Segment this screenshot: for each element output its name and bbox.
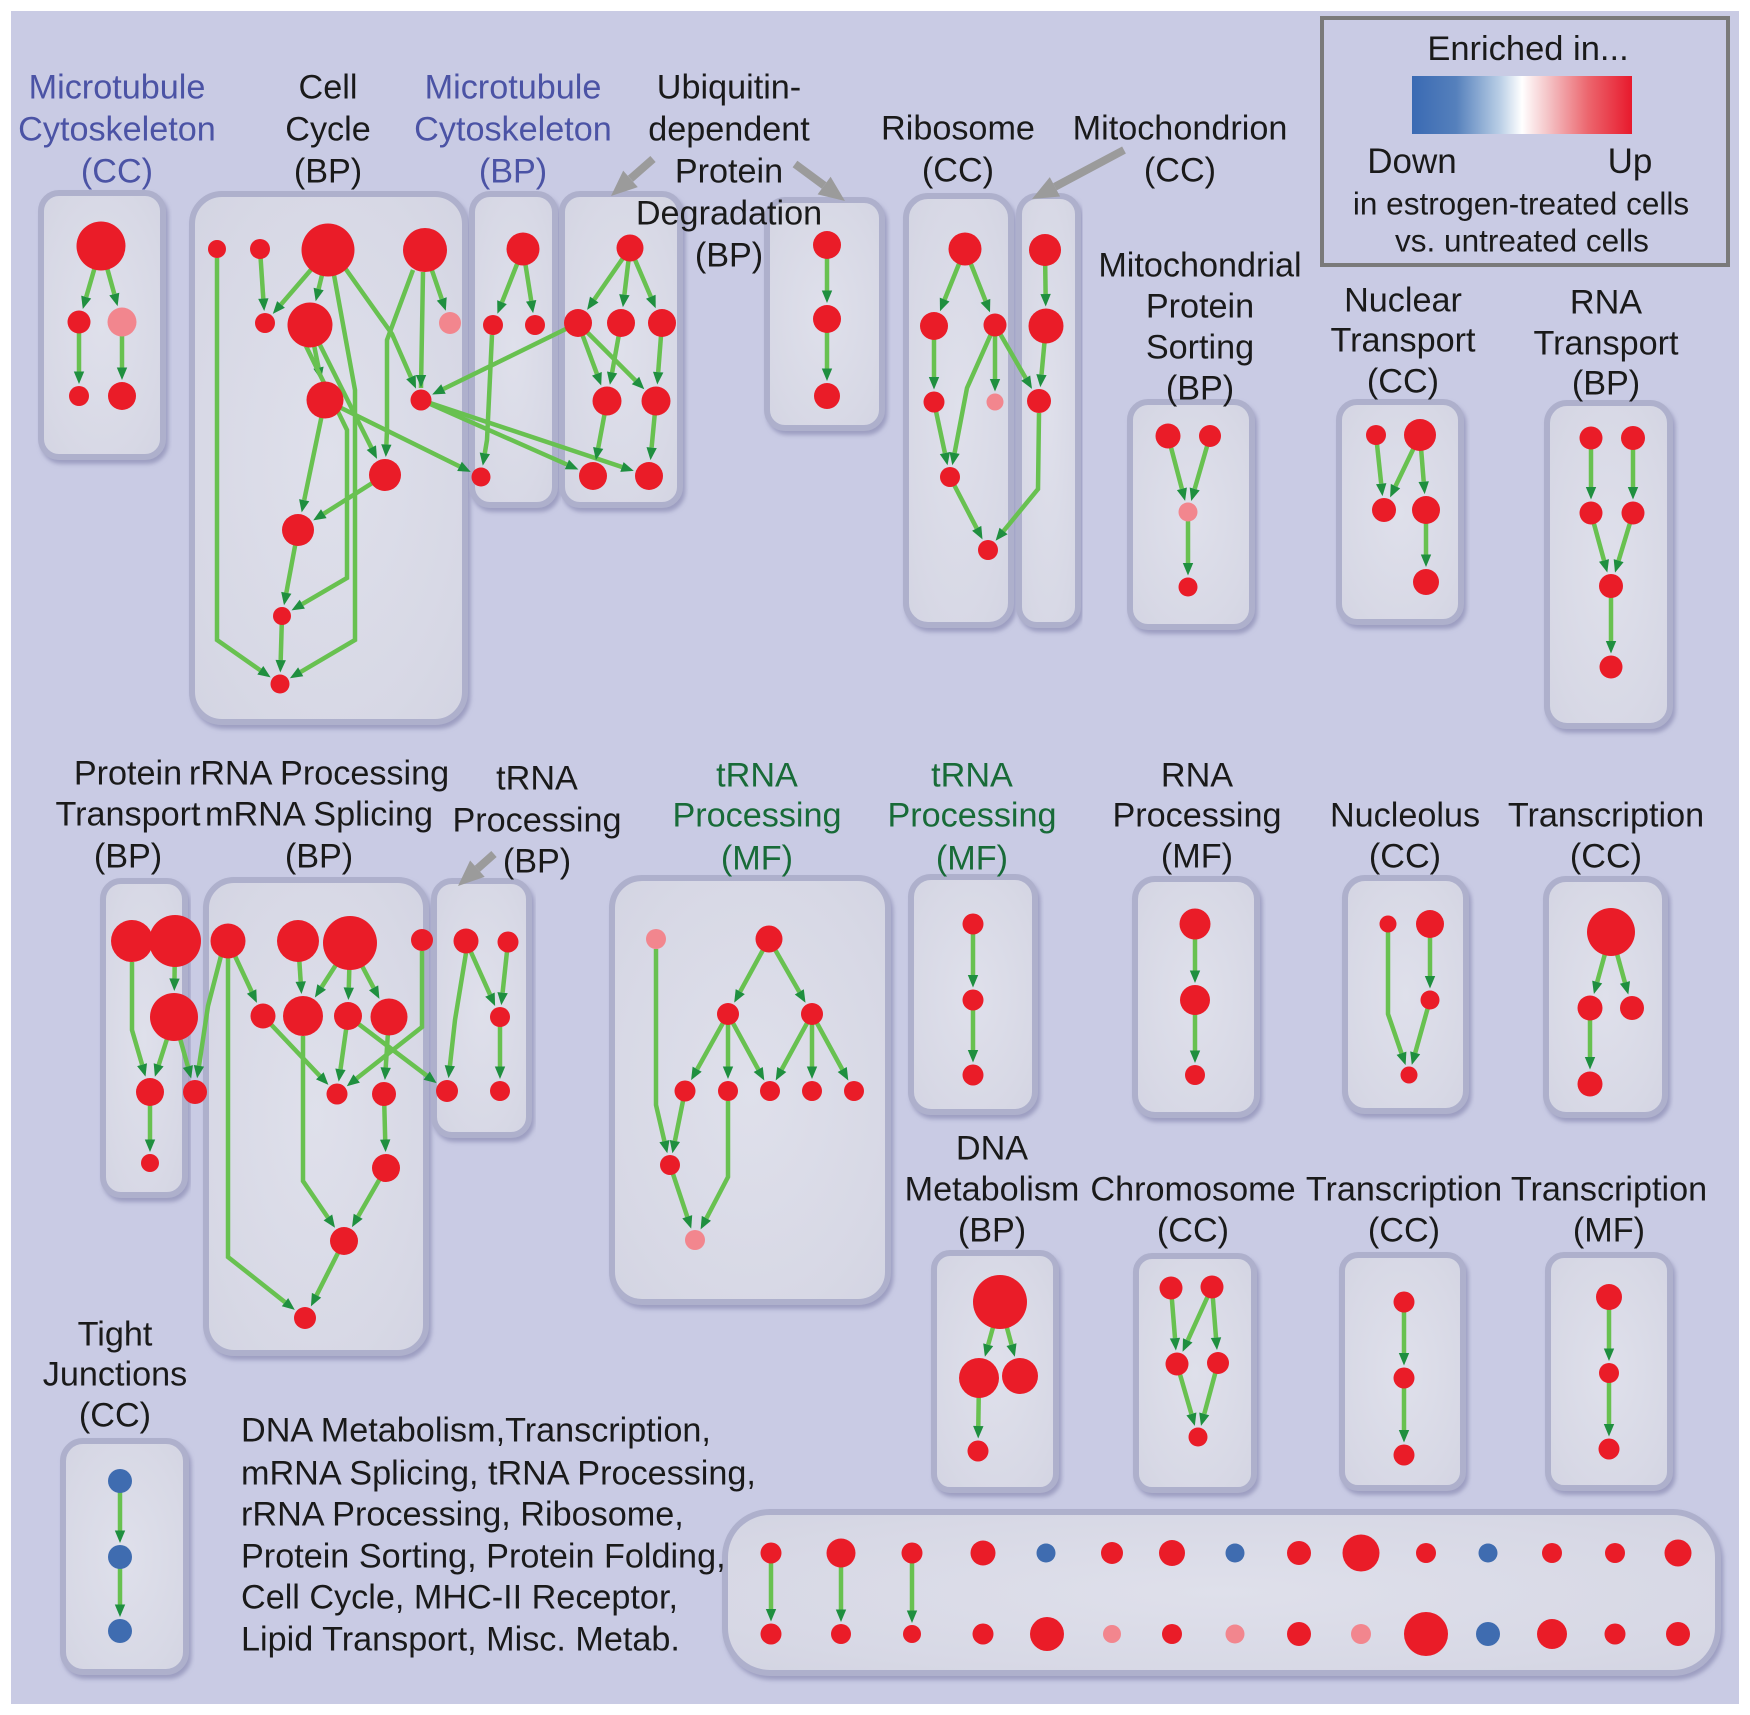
svg-text:(MF): (MF) (1161, 838, 1233, 876)
svg-text:(CC): (CC) (81, 153, 153, 191)
svg-text:Sorting: Sorting (1146, 329, 1254, 367)
svg-text:(BP): (BP) (958, 1212, 1026, 1250)
svg-text:Nuclear: Nuclear (1344, 282, 1462, 320)
svg-text:RNA: RNA (1570, 284, 1642, 322)
svg-text:(BP): (BP) (695, 237, 763, 275)
svg-text:(CC): (CC) (1570, 838, 1642, 876)
svg-text:(CC): (CC) (1369, 838, 1441, 876)
svg-text:RNA: RNA (1161, 757, 1233, 795)
svg-text:Protein: Protein (1146, 288, 1254, 326)
svg-text:mRNA Splicing: mRNA Splicing (205, 796, 433, 834)
svg-text:(BP): (BP) (285, 838, 353, 876)
svg-text:Transport: Transport (55, 796, 201, 834)
svg-text:(BP): (BP) (1572, 365, 1640, 403)
svg-text:Mitochondrial: Mitochondrial (1098, 247, 1301, 285)
svg-text:(CC): (CC) (1157, 1212, 1229, 1250)
svg-text:tRNA: tRNA (931, 757, 1013, 795)
svg-text:Junctions: Junctions (43, 1356, 187, 1394)
svg-text:Chromosome: Chromosome (1090, 1171, 1295, 1209)
svg-text:rRNA Processing: rRNA Processing (189, 755, 449, 793)
svg-text:Protein Sorting, Protein Foldi: Protein Sorting, Protein Folding, (241, 1538, 726, 1576)
svg-text:Degradation: Degradation (636, 195, 822, 233)
svg-text:(BP): (BP) (94, 838, 162, 876)
svg-text:Cell: Cell (299, 69, 358, 107)
svg-text:Cell Cycle, MHC-II Receptor,: Cell Cycle, MHC-II Receptor, (241, 1579, 678, 1617)
svg-text:Transport: Transport (1330, 322, 1476, 360)
svg-text:(BP): (BP) (294, 153, 362, 191)
svg-text:Processing: Processing (452, 802, 621, 840)
svg-text:Transcription: Transcription (1511, 1171, 1707, 1209)
svg-text:Cytoskeleton: Cytoskeleton (18, 111, 216, 149)
svg-text:DNA Metabolism,Transcription,: DNA Metabolism,Transcription, (241, 1412, 711, 1450)
svg-text:(BP): (BP) (1166, 370, 1234, 408)
svg-text:(CC): (CC) (1367, 363, 1439, 401)
svg-text:DNA: DNA (956, 1130, 1028, 1168)
svg-text:Protein: Protein (74, 755, 182, 793)
svg-text:(BP): (BP) (503, 843, 571, 881)
svg-text:(CC): (CC) (1144, 152, 1216, 190)
svg-text:mRNA Splicing, tRNA Processing: mRNA Splicing, tRNA Processing, (241, 1455, 756, 1493)
svg-text:Processing: Processing (1112, 797, 1281, 835)
svg-text:Cycle: Cycle (285, 111, 371, 149)
svg-text:Metabolism: Metabolism (905, 1171, 1080, 1209)
svg-text:Down: Down (1367, 142, 1456, 181)
svg-text:(CC): (CC) (79, 1397, 151, 1435)
svg-text:(MF): (MF) (936, 840, 1008, 878)
svg-text:Nucleolus: Nucleolus (1330, 797, 1480, 835)
svg-text:(BP): (BP) (479, 153, 547, 191)
svg-text:Mitochondrion: Mitochondrion (1073, 110, 1288, 148)
svg-text:Ribosome: Ribosome (881, 110, 1035, 148)
svg-text:Microtubule: Microtubule (29, 69, 206, 107)
svg-text:(CC): (CC) (922, 152, 994, 190)
svg-text:Protein: Protein (675, 153, 783, 191)
svg-text:tRNA: tRNA (716, 757, 798, 795)
svg-text:Transcription: Transcription (1306, 1171, 1502, 1209)
svg-text:Enriched in...: Enriched in... (1427, 30, 1628, 68)
svg-text:dependent: dependent (648, 111, 810, 149)
svg-text:Processing: Processing (672, 797, 841, 835)
svg-text:vs. untreated cells: vs. untreated cells (1395, 223, 1649, 259)
svg-text:(CC): (CC) (1368, 1212, 1440, 1250)
svg-text:Processing: Processing (887, 797, 1056, 835)
svg-text:Up: Up (1608, 142, 1653, 181)
svg-text:Ubiquitin-: Ubiquitin- (657, 69, 801, 107)
svg-text:Tight: Tight (78, 1316, 153, 1354)
svg-text:Transport: Transport (1533, 325, 1679, 363)
svg-text:Lipid Transport, Misc. Metab.: Lipid Transport, Misc. Metab. (241, 1621, 680, 1659)
svg-text:(MF): (MF) (1573, 1212, 1645, 1250)
svg-text:Microtubule: Microtubule (425, 69, 602, 107)
svg-text:Cytoskeleton: Cytoskeleton (414, 111, 612, 149)
svg-text:rRNA Processing, Ribosome,: rRNA Processing, Ribosome, (241, 1496, 684, 1534)
svg-text:(MF): (MF) (721, 840, 793, 878)
svg-text:in estrogen-treated cells: in estrogen-treated cells (1353, 186, 1689, 222)
svg-text:Transcription: Transcription (1508, 797, 1704, 835)
svg-text:tRNA: tRNA (496, 760, 578, 798)
